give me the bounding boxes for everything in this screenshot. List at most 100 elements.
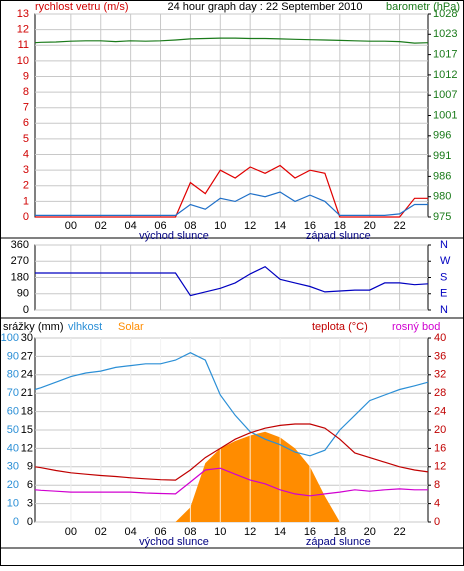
x-tick-label: 22 [393, 220, 405, 232]
x-tick-label: 16 [304, 526, 316, 538]
y2-tick-label: 28 [434, 387, 446, 399]
y2-tick-label: 20 [434, 424, 446, 436]
y-tick-label: 360 [11, 239, 29, 251]
y2-tick-label: E [440, 288, 447, 300]
x-tick-label: 04 [125, 526, 137, 538]
chart-title: 24 hour graph day : 22 September 2010 [167, 1, 362, 13]
y2-tick-label: 12 [434, 461, 446, 473]
y3-axis-label: srážky (mm) [3, 321, 64, 333]
x-tick-label: 04 [125, 220, 137, 232]
x-tick-label: 00 [65, 220, 77, 232]
y2-tick-label: 1028 [433, 8, 457, 20]
x-tick-label: 22 [393, 526, 405, 538]
series-line [35, 265, 429, 297]
annotation: východ slunce [139, 536, 209, 548]
solar-area [35, 431, 428, 522]
y3-tick-label: 27 [21, 350, 33, 362]
y-tick-label: 20 [7, 479, 19, 491]
y-tick-label: 7 [23, 102, 29, 114]
y2-tick-label: 986 [433, 170, 451, 182]
y-tick-label: 4 [23, 148, 29, 160]
y-tick-label: 90 [17, 288, 29, 300]
y3-tick-label: 18 [21, 406, 33, 418]
y2-tick-label: 8 [434, 479, 440, 491]
series-line [34, 37, 429, 44]
x-tick-label: 02 [95, 220, 107, 232]
x-tick-label: 08 [184, 220, 196, 232]
y2-tick-label: 996 [433, 130, 451, 142]
x-tick-label: 06 [154, 220, 166, 232]
y-tick-label: 0 [23, 211, 29, 223]
x-tick-label: 08 [184, 526, 196, 538]
y2-tick-label: 1017 [433, 49, 457, 61]
x-tick-label: 18 [334, 526, 346, 538]
y-tick-label: 13 [17, 8, 29, 20]
y3-tick-label: 24 [21, 369, 33, 381]
x-tick-label: 00 [65, 526, 77, 538]
y-tick-label: 100 [1, 332, 19, 344]
y3-tick-label: 15 [21, 424, 33, 436]
y3-tick-label: 30 [21, 332, 33, 344]
y2-tick-label: 4 [434, 498, 440, 510]
y-tick-label: 50 [7, 424, 19, 436]
x-tick-label: 14 [274, 526, 286, 538]
y-tick-label: 11 [18, 39, 29, 51]
annotation: západ slunce [306, 536, 371, 548]
y2-tick-label: 1012 [433, 69, 457, 81]
x-tick-label: 10 [214, 220, 226, 232]
y-tick-label: 80 [7, 369, 19, 381]
y-tick-label: 0 [23, 304, 29, 316]
panel-frame [34, 13, 429, 218]
x-tick-label: 10 [214, 526, 226, 538]
y-tick-label: 10 [7, 498, 19, 510]
x-tick-label: 14 [274, 220, 286, 232]
annotation: západ slunce [306, 230, 371, 242]
y2-tick-label: 40 [434, 332, 446, 344]
legend-entry: teplota (°C) [312, 321, 368, 333]
y-tick-label: 60 [7, 406, 19, 418]
y-tick-label: 2 [23, 180, 29, 192]
y-tick-label: 10 [17, 55, 29, 67]
y-tick-label: 90 [7, 350, 19, 362]
y3-tick-label: 3 [27, 498, 33, 510]
y2-tick-label: W [440, 255, 451, 267]
series-line [34, 352, 429, 457]
y-tick-label: 9 [23, 70, 29, 82]
y2-tick-label: 36 [434, 350, 446, 362]
y-axis-label: rychlost vetru (m/s) [35, 1, 129, 13]
y2-tick-label: 980 [433, 191, 451, 203]
y2-tick-label: 1001 [433, 109, 457, 121]
y-tick-label: 8 [23, 86, 29, 98]
y2-axis-label: barometr (hPa) [386, 1, 460, 13]
x-tick-label: 20 [364, 220, 376, 232]
y2-tick-label: 16 [434, 442, 446, 454]
y-tick-label: 180 [11, 271, 29, 283]
series-line [34, 467, 428, 497]
y2-tick-label: 0 [434, 516, 440, 528]
y-tick-label: 70 [7, 387, 19, 399]
y-tick-label: 3 [23, 164, 29, 176]
series-line [35, 191, 428, 216]
y3-tick-label: 21 [21, 387, 33, 399]
series-line [35, 164, 428, 218]
y-tick-label: 270 [11, 255, 29, 267]
x-tick-label: 02 [95, 526, 107, 538]
x-tick-label: 16 [304, 220, 316, 232]
y2-tick-label: N [440, 239, 448, 251]
legend-entry: Solar [118, 321, 144, 333]
y2-tick-label: N [440, 304, 448, 316]
y2-tick-label: 1007 [433, 89, 457, 101]
y-tick-label: 40 [7, 442, 19, 454]
y-tick-label: 6 [23, 117, 29, 129]
annotation: východ slunce [139, 230, 209, 242]
y-tick-label: 0 [13, 516, 19, 528]
y-tick-label: 30 [7, 461, 19, 473]
y3-tick-label: 6 [27, 479, 33, 491]
y2-tick-label: 32 [434, 369, 446, 381]
legend-entry: rosný bod [392, 321, 440, 333]
y-tick-label: 1 [23, 195, 29, 207]
y2-tick-label: 24 [434, 406, 446, 418]
x-tick-label: 06 [154, 526, 166, 538]
y2-tick-label: 975 [433, 211, 451, 223]
y3-tick-label: 9 [27, 461, 33, 473]
